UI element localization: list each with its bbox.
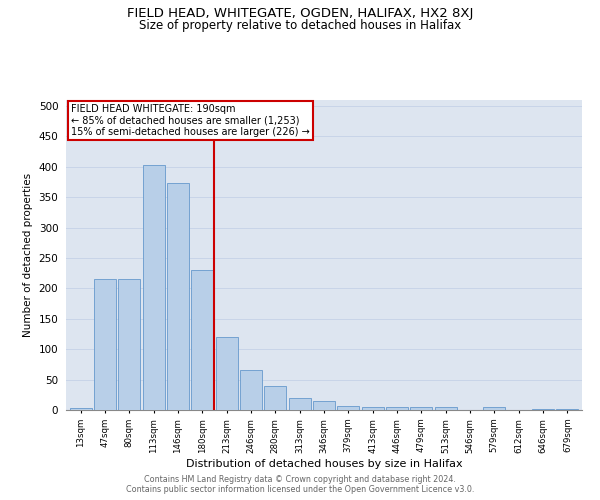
Y-axis label: Number of detached properties: Number of detached properties: [23, 173, 33, 337]
Bar: [70, 408, 92, 410]
Bar: [265, 386, 286, 410]
Bar: [435, 407, 457, 410]
Text: FIELD HEAD WHITEGATE: 190sqm
← 85% of detached houses are smaller (1,253)
15% of: FIELD HEAD WHITEGATE: 190sqm ← 85% of de…: [71, 104, 310, 138]
Bar: [556, 409, 578, 410]
Bar: [167, 184, 189, 410]
Bar: [289, 398, 311, 410]
Bar: [362, 407, 383, 410]
Bar: [386, 407, 408, 410]
Bar: [337, 406, 359, 410]
Bar: [215, 337, 238, 410]
Bar: [240, 370, 262, 410]
Bar: [313, 401, 335, 410]
Bar: [191, 270, 213, 410]
Bar: [118, 280, 140, 410]
Bar: [410, 407, 433, 410]
Bar: [94, 280, 116, 410]
Bar: [484, 407, 505, 410]
Text: Contains HM Land Registry data © Crown copyright and database right 2024.
Contai: Contains HM Land Registry data © Crown c…: [126, 474, 474, 494]
Bar: [143, 165, 164, 410]
Text: Size of property relative to detached houses in Halifax: Size of property relative to detached ho…: [139, 18, 461, 32]
Text: FIELD HEAD, WHITEGATE, OGDEN, HALIFAX, HX2 8XJ: FIELD HEAD, WHITEGATE, OGDEN, HALIFAX, H…: [127, 8, 473, 20]
X-axis label: Distribution of detached houses by size in Halifax: Distribution of detached houses by size …: [185, 460, 463, 469]
Bar: [532, 409, 554, 410]
